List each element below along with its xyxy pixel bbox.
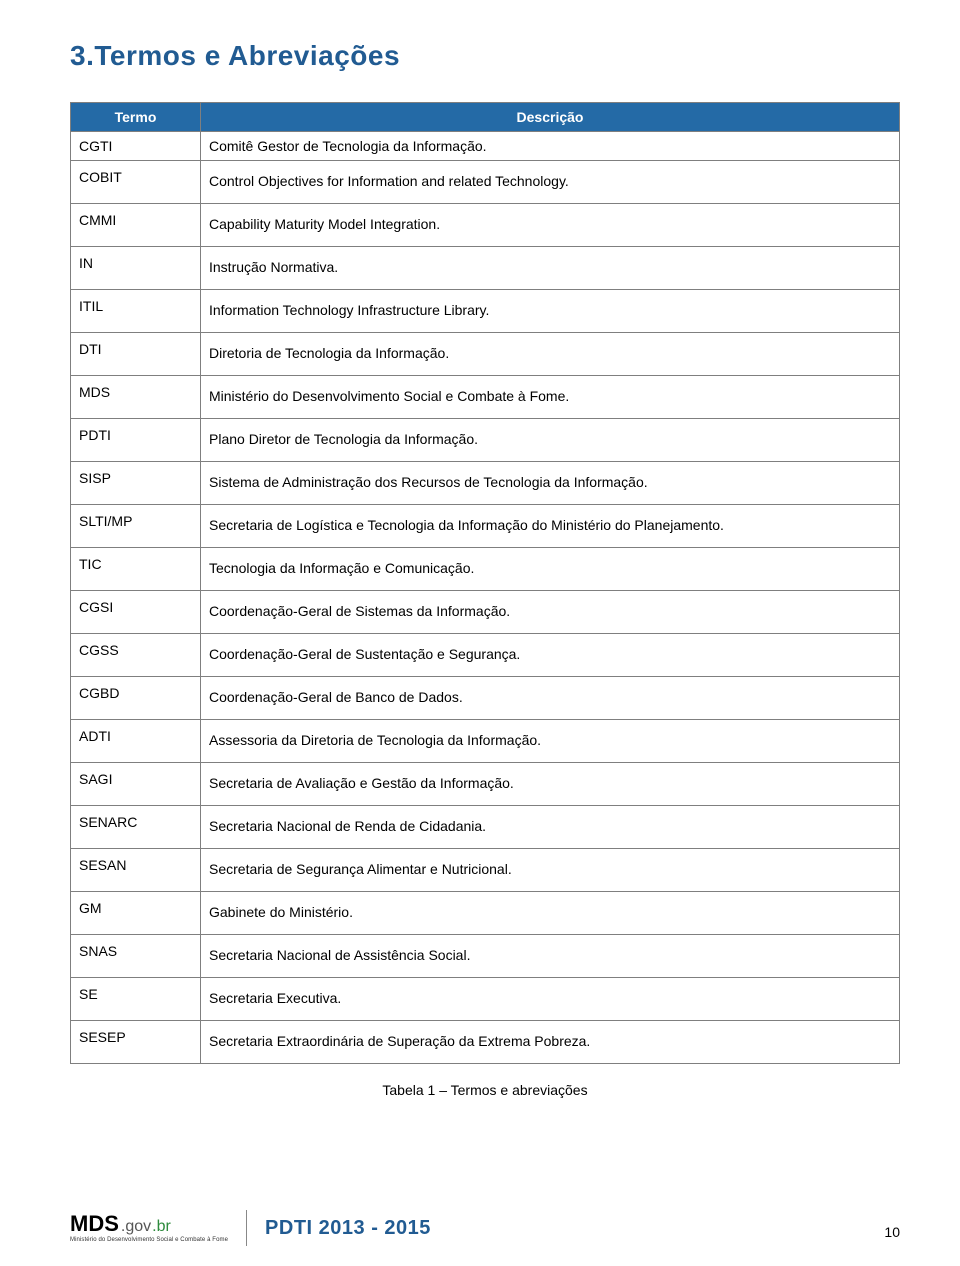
term-cell: SNAS <box>71 935 201 978</box>
desc-cell: Sistema de Administração dos Recursos de… <box>201 462 900 505</box>
term-cell: MDS <box>71 376 201 419</box>
term-cell: CGTI <box>71 132 201 161</box>
table-row: SLTI/MPSecretaria de Logística e Tecnolo… <box>71 505 900 548</box>
desc-cell: Plano Diretor de Tecnologia da Informaçã… <box>201 419 900 462</box>
term-cell: IN <box>71 247 201 290</box>
table-row: CMMICapability Maturity Model Integratio… <box>71 204 900 247</box>
table-row: PDTIPlano Diretor de Tecnologia da Infor… <box>71 419 900 462</box>
table-row: CGSICoordenação-Geral de Sistemas da Inf… <box>71 591 900 634</box>
table-row: ITILInformation Technology Infrastructur… <box>71 290 900 333</box>
logo-text-gov: .gov <box>121 1219 151 1235</box>
term-cell: PDTI <box>71 419 201 462</box>
table-header-term: Termo <box>71 103 201 132</box>
term-cell: SAGI <box>71 763 201 806</box>
desc-cell: Capability Maturity Model Integration. <box>201 204 900 247</box>
desc-cell: Ministério do Desenvolvimento Social e C… <box>201 376 900 419</box>
desc-cell: Secretaria de Avaliação e Gestão da Info… <box>201 763 900 806</box>
term-cell: TIC <box>71 548 201 591</box>
term-cell: SENARC <box>71 806 201 849</box>
desc-cell: Assessoria da Diretoria de Tecnologia da… <box>201 720 900 763</box>
desc-cell: Secretaria de Segurança Alimentar e Nutr… <box>201 849 900 892</box>
desc-cell: Instrução Normativa. <box>201 247 900 290</box>
term-cell: CGSS <box>71 634 201 677</box>
table-row: COBITControl Objectives for Information … <box>71 161 900 204</box>
desc-cell: Comitê Gestor de Tecnologia da Informaçã… <box>201 132 900 161</box>
footer-divider <box>246 1210 247 1246</box>
table-row: ADTIAssessoria da Diretoria de Tecnologi… <box>71 720 900 763</box>
term-cell: ITIL <box>71 290 201 333</box>
desc-cell: Information Technology Infrastructure Li… <box>201 290 900 333</box>
table-row: SAGISecretaria de Avaliação e Gestão da … <box>71 763 900 806</box>
table-row: DTIDiretoria de Tecnologia da Informação… <box>71 333 900 376</box>
table-row: CGTIComitê Gestor de Tecnologia da Infor… <box>71 132 900 161</box>
mds-logo: MDS .gov .br Ministério do Desenvolvimen… <box>70 1213 228 1243</box>
table-row: SESEPSecretaria Extraordinária de Supera… <box>71 1021 900 1064</box>
table-row: SENARCSecretaria Nacional de Renda de Ci… <box>71 806 900 849</box>
table-row: MDSMinistério do Desenvolvimento Social … <box>71 376 900 419</box>
table-row: SESANSecretaria de Segurança Alimentar e… <box>71 849 900 892</box>
table-row: GMGabinete do Ministério. <box>71 892 900 935</box>
table-row: TICTecnologia da Informação e Comunicaçã… <box>71 548 900 591</box>
term-cell: DTI <box>71 333 201 376</box>
term-cell: COBIT <box>71 161 201 204</box>
page-number: 10 <box>884 1224 900 1240</box>
term-cell: CMMI <box>71 204 201 247</box>
desc-cell: Secretaria Nacional de Renda de Cidadani… <box>201 806 900 849</box>
term-cell: SLTI/MP <box>71 505 201 548</box>
desc-cell: Secretaria de Logística e Tecnologia da … <box>201 505 900 548</box>
table-row: INInstrução Normativa. <box>71 247 900 290</box>
table-row: SESecretaria Executiva. <box>71 978 900 1021</box>
logo-subtitle: Ministério do Desenvolvimento Social e C… <box>70 1237 228 1243</box>
desc-cell: Secretaria Extraordinária de Superação d… <box>201 1021 900 1064</box>
term-cell: CGSI <box>71 591 201 634</box>
terms-table: Termo Descrição CGTIComitê Gestor de Tec… <box>70 102 900 1064</box>
term-cell: CGBD <box>71 677 201 720</box>
table-row: CGBDCoordenação-Geral de Banco de Dados. <box>71 677 900 720</box>
table-row: SISPSistema de Administração dos Recurso… <box>71 462 900 505</box>
footer-title: PDTI 2013 - 2015 <box>265 1217 431 1240</box>
logo-text-br: .br <box>152 1219 171 1235</box>
desc-cell: Control Objectives for Information and r… <box>201 161 900 204</box>
table-row: SNASSecretaria Nacional de Assistência S… <box>71 935 900 978</box>
desc-cell: Diretoria de Tecnologia da Informação. <box>201 333 900 376</box>
table-row: CGSSCoordenação-Geral de Sustentação e S… <box>71 634 900 677</box>
desc-cell: Secretaria Nacional de Assistência Socia… <box>201 935 900 978</box>
desc-cell: Coordenação-Geral de Banco de Dados. <box>201 677 900 720</box>
term-cell: SESEP <box>71 1021 201 1064</box>
term-cell: SISP <box>71 462 201 505</box>
table-header-desc: Descrição <box>201 103 900 132</box>
term-cell: SESAN <box>71 849 201 892</box>
desc-cell: Secretaria Executiva. <box>201 978 900 1021</box>
term-cell: ADTI <box>71 720 201 763</box>
term-cell: GM <box>71 892 201 935</box>
term-cell: SE <box>71 978 201 1021</box>
desc-cell: Coordenação-Geral de Sistemas da Informa… <box>201 591 900 634</box>
desc-cell: Tecnologia da Informação e Comunicação. <box>201 548 900 591</box>
desc-cell: Coordenação-Geral de Sustentação e Segur… <box>201 634 900 677</box>
logo-text-mds: MDS <box>70 1213 119 1235</box>
table-caption: Tabela 1 – Termos e abreviações <box>70 1082 900 1098</box>
section-heading: 3.Termos e Abreviações <box>70 40 900 72</box>
page-footer: MDS .gov .br Ministério do Desenvolvimen… <box>0 1210 960 1246</box>
desc-cell: Gabinete do Ministério. <box>201 892 900 935</box>
